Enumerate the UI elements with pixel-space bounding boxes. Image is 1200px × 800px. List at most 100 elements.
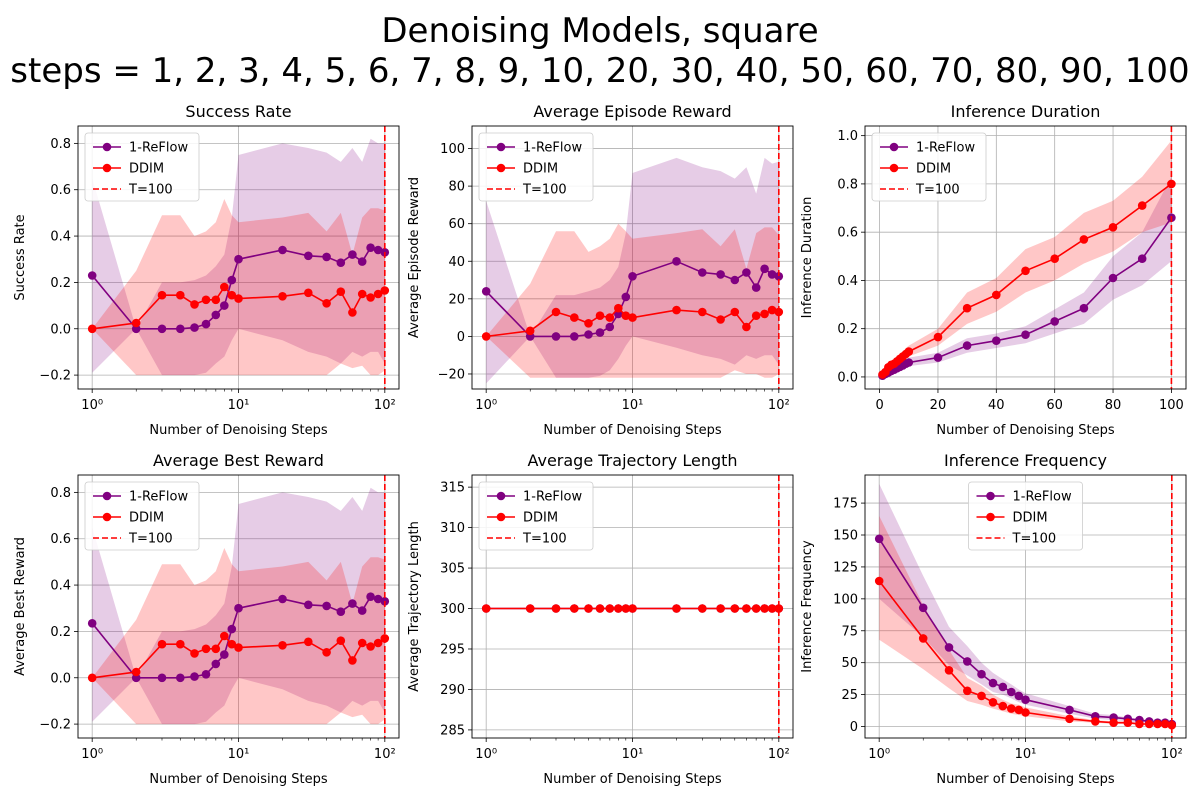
data-point-reflow: [234, 254, 243, 264]
data-point-reflow: [348, 250, 357, 259]
data-point-ddim: [190, 300, 199, 309]
data-point-reflow: [730, 275, 740, 285]
data-point-ddim: [672, 604, 681, 613]
data-point-ddim: [1167, 720, 1177, 730]
subplot-1: 10⁰ 10¹ 10² −0.2 0.0 0.2 0.4 0.6 0.8 Success Rate…: [13, 102, 400, 438]
data-point-ddim: [322, 299, 331, 308]
legend-label-reflow: 1-ReFlow: [1013, 490, 1072, 505]
data-point-ddim: [963, 686, 972, 696]
legend: 1-ReFlow DDIM T=100: [871, 132, 987, 202]
data-point-ddim: [304, 637, 313, 647]
data-point-reflow: [742, 268, 751, 277]
legend-box: [871, 132, 987, 202]
x-axis-label: Number of Denoising Steps: [936, 423, 1114, 438]
data-point-ddim: [304, 288, 313, 298]
y-tick-label: 0.4: [50, 230, 71, 245]
data-point-ddim: [1108, 223, 1118, 232]
data-point-ddim: [962, 303, 972, 313]
data-point-reflow: [751, 283, 761, 292]
subplot-2: 10⁰ 10¹ 10² −20 0 20 40 60 80 100 Average Episode …: [407, 102, 794, 438]
data-point-ddim: [131, 667, 141, 677]
legend-marker-ddim: [102, 163, 112, 173]
x-tick-label: 10⁰: [81, 398, 103, 413]
data-point-reflow: [373, 594, 383, 604]
x-tick-label: 10²: [768, 747, 790, 762]
data-point-reflow: [304, 251, 313, 261]
data-point-reflow: [774, 272, 784, 281]
data-point-ddim: [373, 638, 383, 648]
data-point-reflow: [322, 252, 331, 262]
data-point-ddim: [698, 604, 707, 613]
y-tick-label: 0.0: [837, 370, 858, 385]
data-point-ddim: [1007, 704, 1016, 713]
data-point-reflow: [157, 324, 167, 334]
y-tick-label: 0.6: [50, 532, 71, 547]
data-point-ddim: [227, 639, 237, 649]
y-tick-label: 300: [440, 602, 465, 617]
data-point-ddim: [751, 311, 761, 321]
x-tick-label: 80: [1105, 398, 1122, 413]
data-point-ddim: [336, 287, 346, 297]
legend-label-ddim: DDIM: [523, 162, 558, 177]
data-point-reflow: [551, 332, 561, 341]
data-point-ddim: [1135, 719, 1144, 729]
y-tick-label: 305: [440, 562, 465, 577]
data-point-ddim: [716, 315, 725, 324]
y-tick-label: 0.8: [50, 137, 71, 152]
x-axis-label: Number of Denoising Steps: [936, 772, 1114, 787]
axes-frame: [864, 125, 1187, 390]
data-point-reflow: [201, 319, 211, 329]
x-axis-label: Number of Denoising Steps: [149, 772, 327, 787]
y-tick-label: 100: [833, 592, 858, 607]
y-tick-label: 295: [440, 642, 465, 657]
data-point-reflow: [357, 257, 367, 266]
data-point-reflow: [190, 672, 199, 681]
data-point-ddim: [988, 698, 998, 707]
x-tick-label: 60: [1046, 398, 1063, 413]
data-point-ddim: [525, 604, 535, 613]
data-point-reflow: [373, 245, 383, 255]
data-point-reflow: [201, 670, 211, 679]
data-point-ddim: [481, 604, 491, 613]
y-tick-label: 0: [457, 330, 465, 345]
legend-box: [84, 132, 200, 202]
data-point-reflow: [988, 678, 998, 688]
data-point-reflow: [963, 657, 972, 666]
data-point-reflow: [1137, 254, 1147, 263]
y-tick-label: 0: [850, 720, 858, 735]
y-tick-label: 285: [440, 723, 465, 738]
legend-label-t100: T=100: [1012, 532, 1057, 547]
data-point-ddim: [551, 307, 561, 317]
y-tick-label: 1.0: [837, 129, 858, 144]
data-point-reflow: [234, 603, 243, 613]
x-axis-label: Number of Denoising Steps: [149, 423, 327, 438]
data-point-reflow: [176, 324, 185, 334]
data-point-ddim: [481, 332, 491, 341]
data-point-reflow: [190, 323, 199, 332]
y-tick-label: 0.2: [837, 322, 858, 337]
data-point-ddim: [348, 656, 357, 665]
data-point-ddim: [1065, 714, 1074, 724]
data-point-reflow: [336, 258, 346, 268]
data-point-reflow: [962, 341, 972, 350]
x-axis-label: Number of Denoising Steps: [543, 423, 721, 438]
legend-marker-reflow: [496, 491, 506, 501]
data-point-ddim: [1123, 718, 1133, 727]
x-axis-label: Number of Denoising Steps: [543, 772, 721, 787]
data-point-ddim: [220, 282, 229, 292]
data-point-ddim: [551, 604, 561, 613]
data-point-reflow: [1079, 303, 1089, 313]
subplot-title: Inference Duration: [951, 102, 1101, 121]
data-point-reflow: [874, 534, 884, 544]
data-point-ddim: [278, 641, 287, 650]
data-point-reflow: [304, 600, 313, 610]
data-point-reflow: [767, 270, 777, 279]
data-point-reflow: [698, 268, 707, 277]
data-point-reflow: [278, 245, 287, 255]
data-point-ddim: [751, 604, 761, 613]
data-point-ddim: [87, 673, 97, 683]
x-tick-label: 10²: [1161, 747, 1183, 762]
subplot-4: 10⁰ 10¹ 10² −0.2 0.0 0.2 0.4 0.6 0.8 Average Best…: [13, 451, 400, 787]
legend-label-ddim: DDIM: [129, 162, 164, 177]
confidence-band-reflow: [879, 483, 1172, 726]
